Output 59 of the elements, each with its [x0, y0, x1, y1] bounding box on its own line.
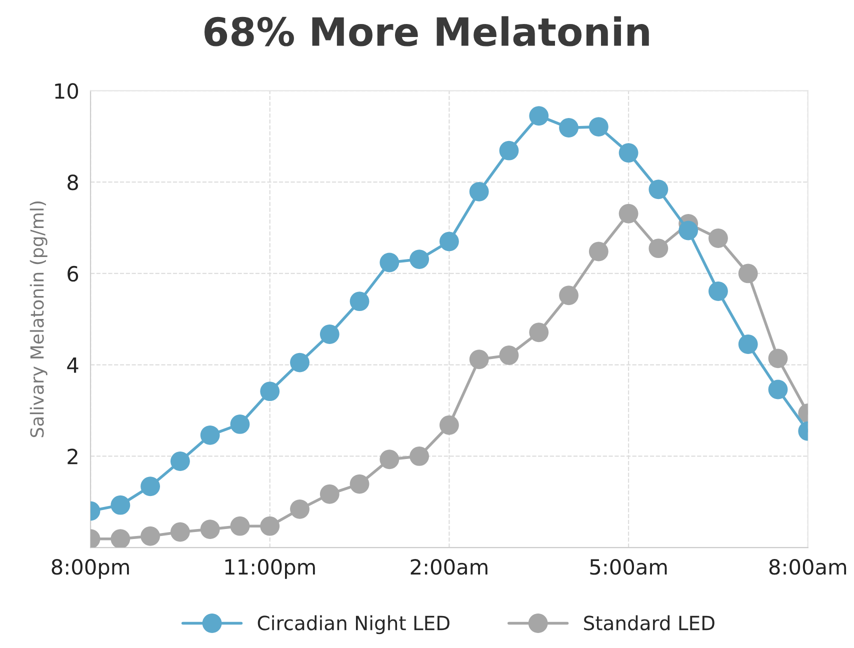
- point: [439, 415, 459, 435]
- point: [290, 352, 310, 372]
- point: [469, 350, 489, 370]
- point: [320, 484, 340, 504]
- point: [410, 446, 430, 466]
- point: [618, 204, 638, 224]
- point: [678, 220, 698, 240]
- point: [170, 522, 190, 542]
- point: [200, 425, 220, 445]
- x-tick-label: 11:00pm: [225, 559, 315, 579]
- point: [260, 382, 280, 402]
- x-tick-label: 8:00am: [769, 559, 846, 575]
- point: [260, 516, 280, 536]
- point: [290, 499, 310, 519]
- point: [439, 232, 459, 252]
- point: [230, 516, 250, 536]
- point: [110, 495, 130, 515]
- point: [738, 264, 758, 284]
- point: [350, 474, 370, 494]
- point: [708, 228, 728, 248]
- point: [618, 143, 638, 163]
- point: [588, 242, 608, 262]
- point: [648, 238, 668, 258]
- y-tick-label: 4: [67, 358, 78, 373]
- point: [110, 529, 130, 548]
- x-tick-label: 8:00pm: [52, 559, 129, 579]
- point: [230, 414, 250, 434]
- point: [140, 476, 160, 496]
- x-tick-label: 2:00am: [410, 559, 488, 575]
- point: [469, 182, 489, 202]
- y-tick-label: 2: [68, 448, 78, 464]
- y-axis-title: Salivary Melatonin (pg/ml): [30, 202, 48, 438]
- point: [768, 348, 788, 368]
- point: [588, 117, 608, 137]
- point: [410, 250, 430, 270]
- point: [559, 118, 578, 138]
- point: [320, 324, 340, 344]
- x-tick-label: 5:00am: [590, 559, 667, 575]
- point: [499, 346, 519, 365]
- point: [738, 334, 758, 354]
- point: [529, 322, 549, 342]
- point: [140, 526, 160, 546]
- point: [200, 520, 220, 540]
- point: [768, 380, 788, 400]
- point: [170, 451, 190, 471]
- point: [559, 286, 578, 306]
- point: [529, 106, 549, 126]
- point: [350, 292, 370, 312]
- chart-title: 68% More Melatonin: [204, 16, 649, 46]
- point: [380, 450, 400, 470]
- point: [708, 282, 728, 301]
- point: [648, 180, 668, 200]
- legend-label: Standard LED: [584, 615, 714, 630]
- point: [499, 140, 519, 160]
- y-tick-label: 8: [68, 174, 78, 190]
- legend-label: Circadian Night LED: [258, 615, 450, 634]
- point: [380, 252, 400, 272]
- y-tick-label: 6: [68, 266, 78, 282]
- y-tick-label: 10: [55, 83, 78, 99]
